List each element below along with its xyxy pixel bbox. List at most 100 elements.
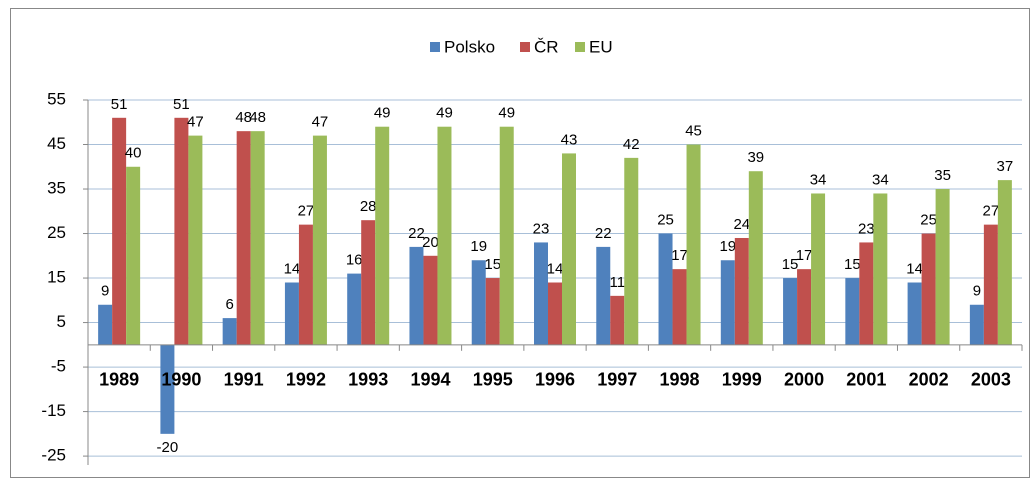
legend-label: Polsko [444,37,495,56]
bar [610,295,625,345]
y-tick-label: 55 [47,89,66,108]
bar [112,117,127,345]
data-label: 23 [533,220,550,237]
x-tick-label: 2002 [909,370,949,390]
bar [658,233,673,345]
data-label: 37 [997,158,1014,175]
legend-label: ČR [534,37,559,56]
data-label: 35 [934,167,951,184]
bar [997,180,1012,345]
data-label: 11 [609,274,625,291]
y-tick-label: 5 [57,312,66,331]
data-label: 51 [173,96,190,113]
x-tick-label: 2001 [846,370,886,390]
data-label: 14 [906,260,923,277]
bar [437,126,452,345]
bar [748,171,763,345]
bar [409,246,424,345]
y-tick-label: 25 [47,223,66,242]
data-label: 25 [920,212,937,229]
bar [347,273,362,345]
bar [126,166,141,345]
data-label: 34 [810,171,827,188]
bar [548,282,562,345]
data-label: 15 [484,256,501,273]
data-label: 17 [671,247,688,264]
data-label: 47 [187,114,204,131]
data-label: 49 [436,105,453,122]
data-label: 43 [561,131,578,148]
bar [969,304,984,345]
bar [375,126,390,345]
data-label: 48 [249,109,266,126]
bar [485,278,500,345]
data-label: 23 [858,220,875,237]
y-tick-label: -5 [51,357,66,376]
x-tick-label: 2000 [784,370,824,390]
bar [907,282,922,345]
bar [312,135,327,345]
x-tick-label: 1997 [597,370,637,390]
y-tick-label: 35 [47,179,66,198]
data-label: 48 [235,109,252,126]
bar [174,117,189,345]
data-label: 27 [983,203,1000,220]
data-label: 49 [374,105,391,122]
bar [935,189,950,345]
bar [797,269,812,345]
bar [236,131,251,345]
x-tick-label: 1992 [286,370,326,390]
bar [423,255,438,345]
bar [222,318,237,345]
data-label: 20 [422,234,439,251]
y-tick-label: 15 [47,268,66,287]
bar [672,269,687,345]
data-label: 22 [408,225,425,242]
x-tick-label: 1995 [473,370,513,390]
data-label: 15 [844,256,861,273]
y-tick-label: 45 [47,134,66,153]
data-label: 22 [595,225,612,242]
x-tick-label: 1994 [410,370,450,390]
bar [783,278,798,345]
data-label: 49 [498,105,515,122]
bar [471,260,486,345]
bar [98,304,113,345]
x-tick-label: 1996 [535,370,575,390]
bar [811,193,826,345]
data-label: 47 [312,114,329,131]
bar [921,233,936,345]
data-label: 40 [125,145,142,162]
legend-swatch [430,42,440,52]
data-label: 34 [872,171,889,188]
bar [859,242,874,345]
data-label: 25 [657,212,674,229]
bar [720,260,735,345]
data-label: 9 [973,283,981,300]
bar [562,153,576,345]
data-label: 42 [623,136,640,153]
data-label: 14 [547,260,564,277]
data-label: 51 [111,96,128,113]
bar [845,278,860,345]
data-label: 16 [346,252,363,269]
bar [983,224,998,345]
bar [160,344,175,434]
x-tick-label: 2003 [971,370,1011,390]
data-label: 24 [733,216,750,233]
data-label: 6 [225,296,233,313]
data-label: 45 [685,122,702,139]
bar [873,193,888,345]
data-label: 17 [796,247,813,264]
x-tick-label: 1999 [722,370,762,390]
data-label: -20 [157,439,179,456]
data-label: 19 [719,238,736,255]
x-tick-label: 1989 [99,370,139,390]
data-label: 39 [747,149,764,166]
y-tick-label: -15 [41,401,66,420]
bar [250,131,265,345]
legend-swatch [575,42,585,52]
x-tick-label: 1991 [224,370,264,390]
x-tick-label: 1990 [161,370,201,390]
bar [361,220,376,345]
